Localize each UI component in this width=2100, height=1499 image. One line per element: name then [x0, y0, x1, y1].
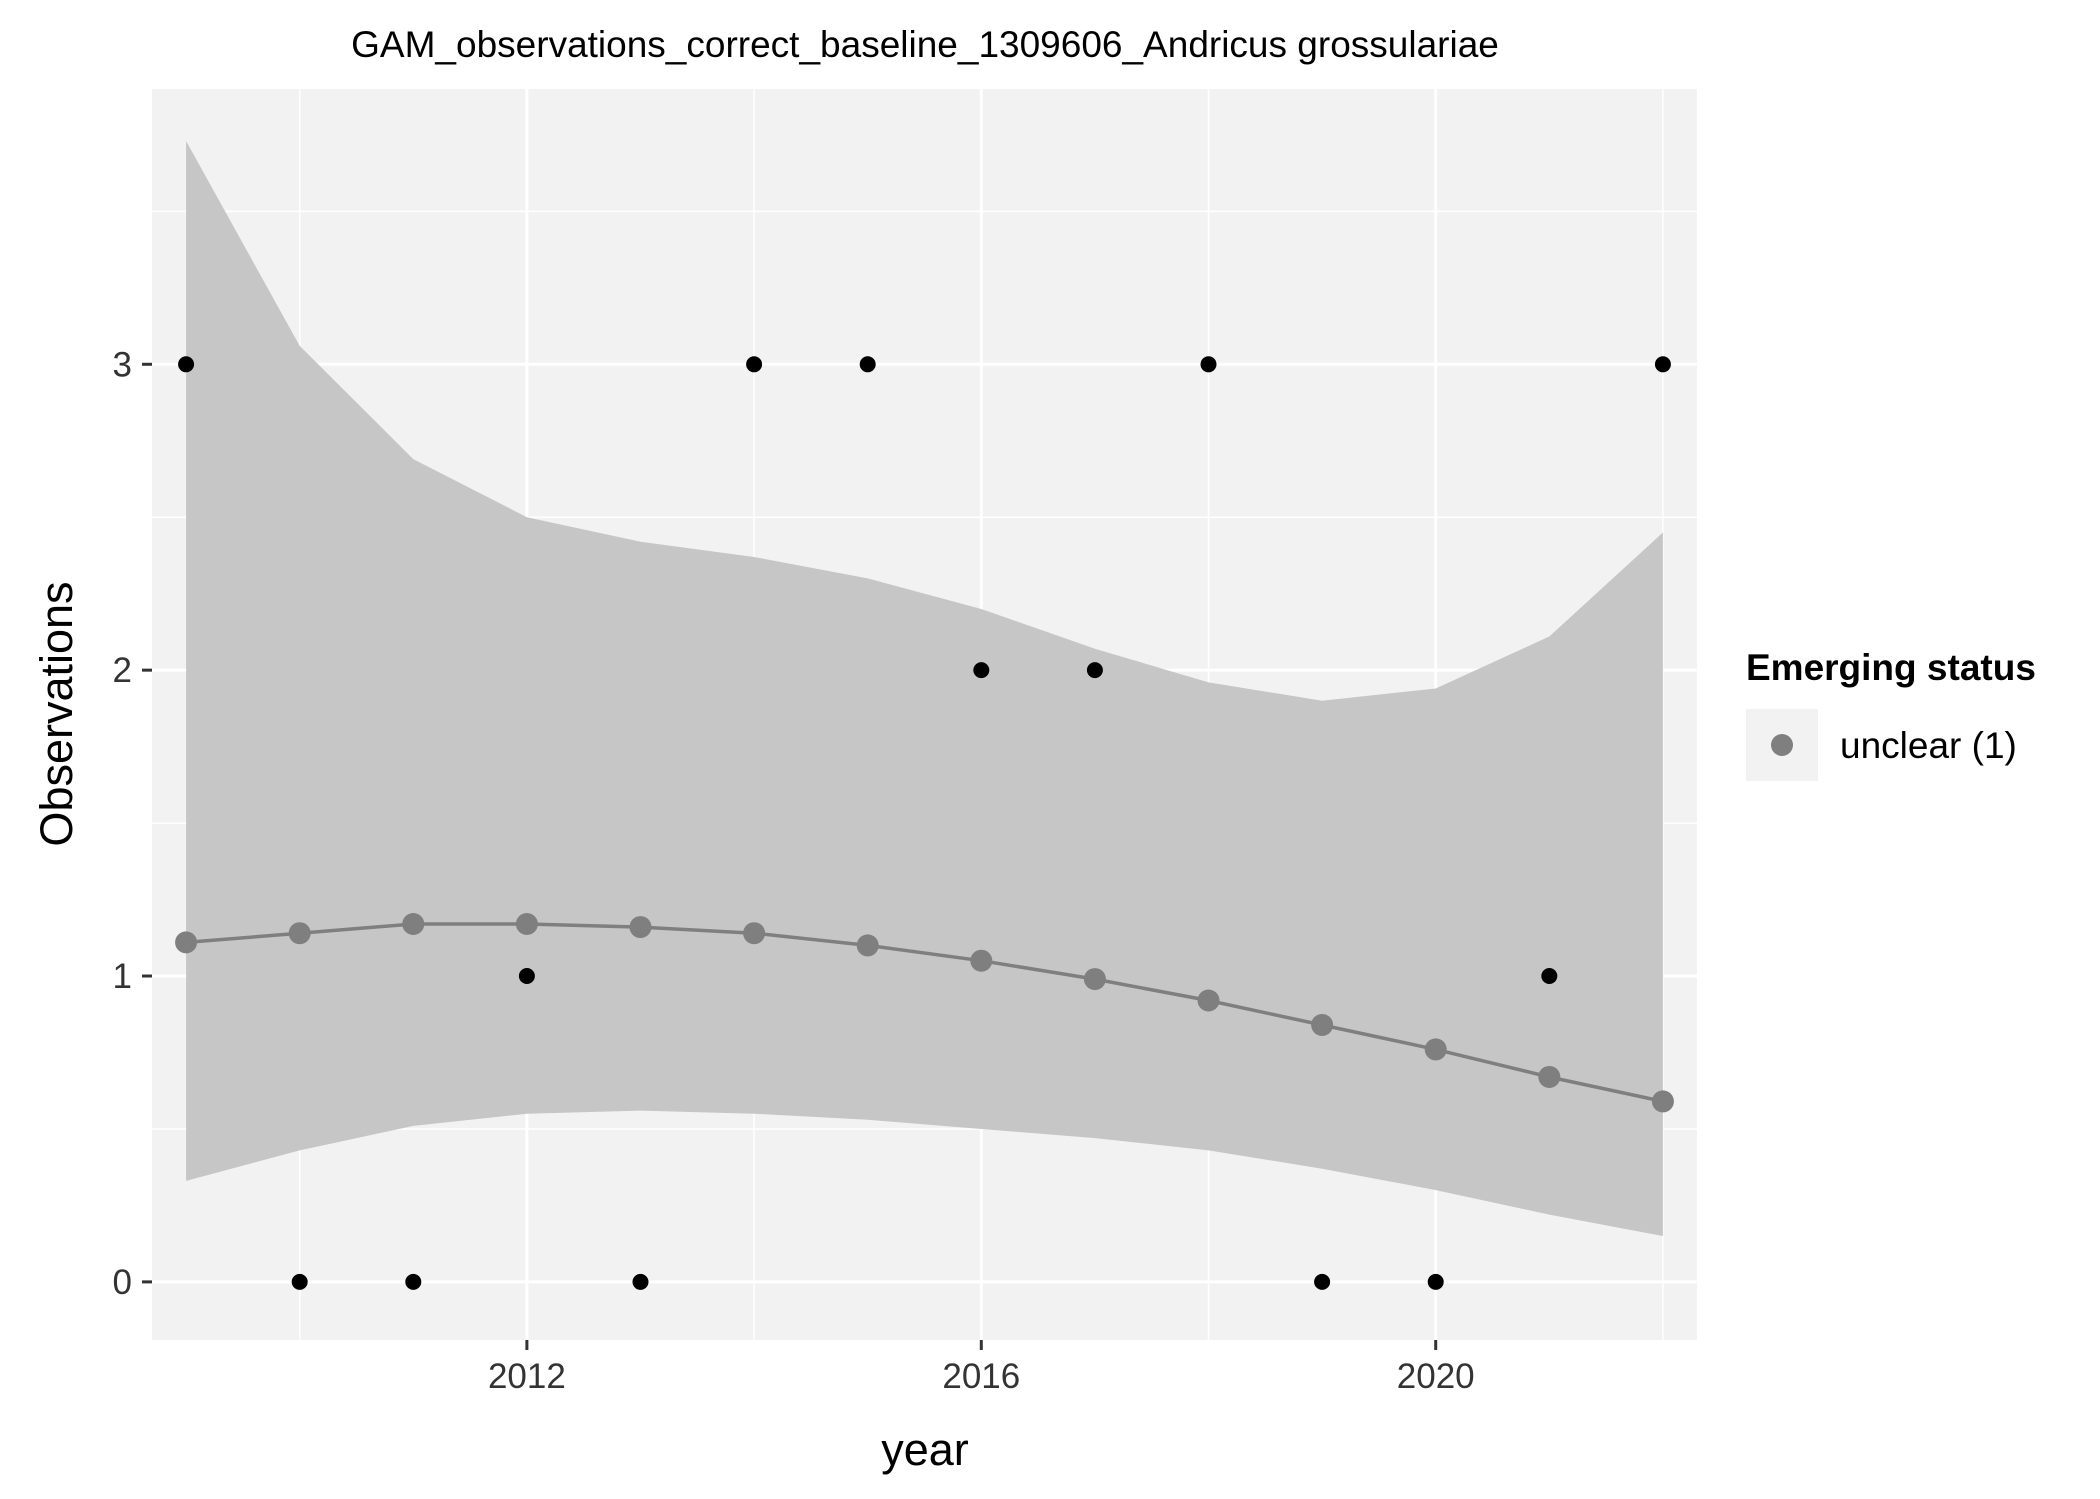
observation-point — [1427, 1273, 1444, 1290]
legend-key-point — [1771, 734, 1793, 756]
fit-point — [970, 949, 993, 972]
fit-line — [185, 922, 1664, 1104]
y-tick-label: 3 — [113, 345, 132, 384]
fit-point — [1651, 1090, 1674, 1113]
y-tick-label: 1 — [113, 957, 132, 996]
observation-point — [1200, 356, 1217, 373]
fit-point — [1424, 1038, 1447, 1061]
observation-point — [1314, 1273, 1331, 1290]
observation-point — [1541, 968, 1558, 985]
fit-point — [515, 913, 538, 936]
observation-point — [178, 356, 195, 373]
observation-point — [1086, 662, 1103, 679]
observation-point — [973, 662, 990, 679]
fit-point — [743, 922, 766, 945]
x-axis-title: year — [881, 1424, 969, 1475]
confidence-ribbons — [186, 141, 1663, 1236]
y-axis: 0 1 2 3 — [113, 345, 152, 1302]
fit-lines — [175, 913, 1674, 1113]
legend-title: Emerging status — [1746, 647, 2036, 688]
fit-point — [402, 913, 425, 936]
x-tick-label: 2020 — [1397, 1357, 1475, 1396]
observation-point — [405, 1273, 422, 1290]
fit-point — [856, 934, 879, 957]
observation-points — [178, 356, 1671, 1290]
fit-point — [629, 916, 652, 939]
fit-point — [175, 931, 198, 954]
confidence-ribbon — [186, 141, 1663, 1236]
chart-title: GAM_observations_correct_baseline_130960… — [351, 24, 1499, 65]
observation-point — [859, 356, 876, 373]
fit-point — [1311, 1013, 1334, 1036]
x-tick-label: 2012 — [488, 1357, 566, 1396]
fit-point — [1197, 989, 1220, 1012]
fit-point — [288, 922, 311, 945]
observation-point — [1654, 356, 1671, 373]
legend: Emerging status unclear (1) — [1746, 647, 2036, 781]
x-axis: 2012 2016 2020 — [488, 1340, 1475, 1396]
observation-point — [632, 1273, 649, 1290]
fit-point — [1538, 1065, 1561, 1088]
observation-point — [746, 356, 763, 373]
observation-point — [518, 968, 535, 985]
y-axis-title: Observations — [31, 581, 82, 846]
fit-point — [1083, 968, 1106, 991]
x-tick-label: 2016 — [942, 1357, 1020, 1396]
y-tick-label: 2 — [113, 651, 132, 690]
y-tick-label: 0 — [113, 1263, 132, 1302]
legend-label: unclear (1) — [1840, 725, 2017, 766]
legend-entries: unclear (1) — [1746, 709, 2017, 781]
observation-point — [291, 1273, 308, 1290]
